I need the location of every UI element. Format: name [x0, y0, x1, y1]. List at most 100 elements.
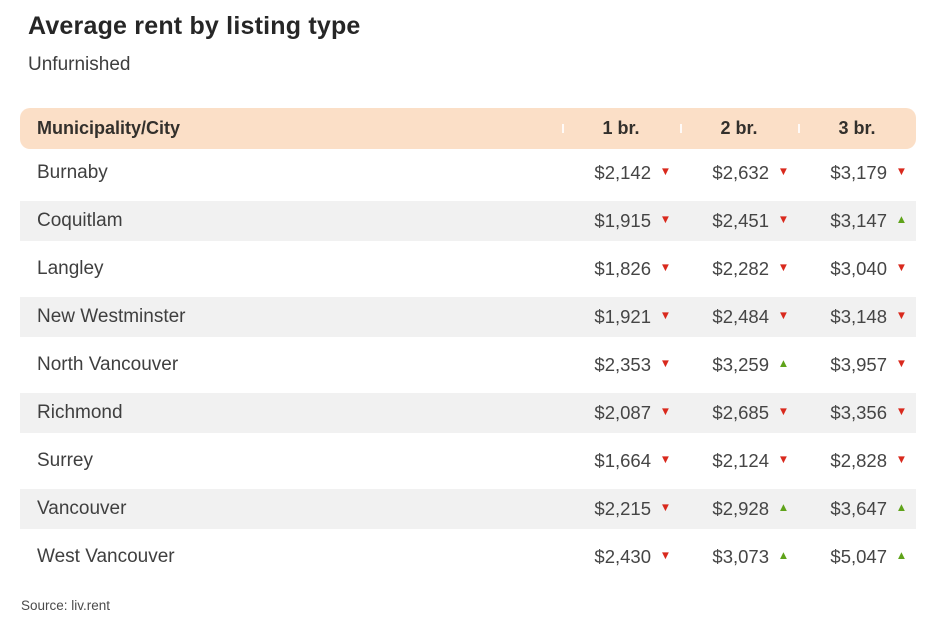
rent-amount: $2,282	[712, 258, 769, 279]
rent-amount: $3,647	[830, 498, 887, 519]
rent-cell-1br: $2,353	[562, 354, 680, 376]
rent-amount: $3,147	[830, 210, 887, 231]
municipality-cell: Vancouver	[37, 498, 127, 519]
trend-arrow-icon	[659, 311, 672, 323]
rent-amount: $3,259	[712, 354, 769, 375]
column-header-municipality: Municipality/City	[37, 118, 181, 138]
rent-amount: $2,484	[712, 306, 769, 327]
rent-table: Municipality/City 1 br. 2 br. 3 br. Burn…	[20, 108, 916, 581]
trend-arrow-icon	[895, 503, 908, 515]
rent-cell-3br: $3,148	[798, 306, 916, 328]
trend-arrow-icon	[895, 311, 908, 323]
source-attribution: Source: liv.rent	[21, 598, 111, 613]
trend-arrow-icon	[659, 359, 672, 371]
rent-cell-1br: $1,826	[562, 258, 680, 280]
municipality-cell: North Vancouver	[37, 354, 179, 375]
page-subtitle: Unfurnished	[28, 54, 131, 75]
rent-cell-1br: $2,142	[562, 162, 680, 184]
rent-cell-2br: $2,282	[680, 258, 798, 280]
rent-cell-2br: $3,073	[680, 546, 798, 568]
trend-arrow-icon	[895, 167, 908, 179]
rent-amount: $3,179	[830, 162, 887, 183]
table-row: Vancouver $2,215 $2,928 $3,647	[20, 485, 916, 533]
trend-arrow-icon	[659, 551, 672, 563]
rent-amount: $2,685	[712, 402, 769, 423]
trend-arrow-icon	[777, 167, 790, 179]
rent-cell-1br: $1,921	[562, 306, 680, 328]
table-row: Coquitlam $1,915 $2,451 $3,147	[20, 197, 916, 245]
rent-cell-2br: $2,685	[680, 402, 798, 424]
rent-amount: $1,921	[594, 306, 651, 327]
column-header-2br: 2 br.	[680, 118, 798, 139]
rent-amount: $3,040	[830, 258, 887, 279]
column-header-3br: 3 br.	[798, 118, 916, 139]
trend-arrow-icon	[777, 407, 790, 419]
trend-arrow-icon	[659, 455, 672, 467]
rent-amount: $2,124	[712, 450, 769, 471]
rent-cell-1br: $2,215	[562, 498, 680, 520]
trend-arrow-icon	[659, 407, 672, 419]
table-row: North Vancouver $2,353 $3,259 $3,957	[20, 341, 916, 389]
trend-arrow-icon	[895, 359, 908, 371]
rent-cell-1br: $2,430	[562, 546, 680, 568]
trend-arrow-icon	[659, 503, 672, 515]
trend-arrow-icon	[659, 263, 672, 275]
table-row: Langley $1,826 $2,282 $3,040	[20, 245, 916, 293]
table-row: Surrey $1,664 $2,124 $2,828	[20, 437, 916, 485]
municipality-cell: New Westminster	[37, 306, 186, 327]
rent-amount: $2,828	[830, 450, 887, 471]
trend-arrow-icon	[777, 215, 790, 227]
rent-cell-3br: $3,957	[798, 354, 916, 376]
column-header-1br: 1 br.	[562, 118, 680, 139]
rent-cell-2br: $3,259	[680, 354, 798, 376]
rent-cell-1br: $1,915	[562, 210, 680, 232]
trend-arrow-icon	[895, 455, 908, 467]
trend-arrow-icon	[659, 215, 672, 227]
rent-cell-1br: $1,664	[562, 450, 680, 472]
rent-amount: $2,451	[712, 210, 769, 231]
table-header-row: Municipality/City 1 br. 2 br. 3 br.	[20, 108, 916, 149]
trend-arrow-icon	[777, 503, 790, 515]
rent-cell-3br: $3,040	[798, 258, 916, 280]
trend-arrow-icon	[777, 263, 790, 275]
trend-arrow-icon	[777, 311, 790, 323]
rent-cell-2br: $2,484	[680, 306, 798, 328]
municipality-cell: Langley	[37, 258, 104, 279]
rent-amount: $3,073	[712, 546, 769, 567]
rent-cell-3br: $2,828	[798, 450, 916, 472]
table-row: Burnaby $2,142 $2,632 $3,179	[20, 149, 916, 197]
trend-arrow-icon	[895, 215, 908, 227]
municipality-cell: Richmond	[37, 402, 123, 423]
rent-amount: $2,087	[594, 402, 651, 423]
trend-arrow-icon	[895, 263, 908, 275]
trend-arrow-icon	[895, 551, 908, 563]
trend-arrow-icon	[777, 551, 790, 563]
municipality-cell: Surrey	[37, 450, 93, 471]
trend-arrow-icon	[895, 407, 908, 419]
rent-amount: $2,215	[594, 498, 651, 519]
rent-cell-2br: $2,451	[680, 210, 798, 232]
rent-amount: $1,826	[594, 258, 651, 279]
rent-amount: $3,356	[830, 402, 887, 423]
rent-amount: $2,632	[712, 162, 769, 183]
municipality-cell: Coquitlam	[37, 210, 123, 231]
rent-cell-2br: $2,928	[680, 498, 798, 520]
trend-arrow-icon	[659, 167, 672, 179]
municipality-cell: West Vancouver	[37, 546, 175, 567]
rent-cell-2br: $2,124	[680, 450, 798, 472]
rent-amount: $5,047	[830, 546, 887, 567]
rent-amount: $2,928	[712, 498, 769, 519]
rent-amount: $1,915	[594, 210, 651, 231]
table-row: Richmond $2,087 $2,685 $3,356	[20, 389, 916, 437]
rent-amount: $2,142	[594, 162, 651, 183]
rent-cell-3br: $3,647	[798, 498, 916, 520]
rent-amount: $3,148	[830, 306, 887, 327]
municipality-cell: Burnaby	[37, 162, 108, 183]
table-row: West Vancouver $2,430 $3,073 $5,047	[20, 533, 916, 581]
rent-amount: $3,957	[830, 354, 887, 375]
rent-cell-3br: $5,047	[798, 546, 916, 568]
rent-cell-3br: $3,147	[798, 210, 916, 232]
rent-cell-3br: $3,179	[798, 162, 916, 184]
rent-cell-2br: $2,632	[680, 162, 798, 184]
rent-amount: $2,353	[594, 354, 651, 375]
